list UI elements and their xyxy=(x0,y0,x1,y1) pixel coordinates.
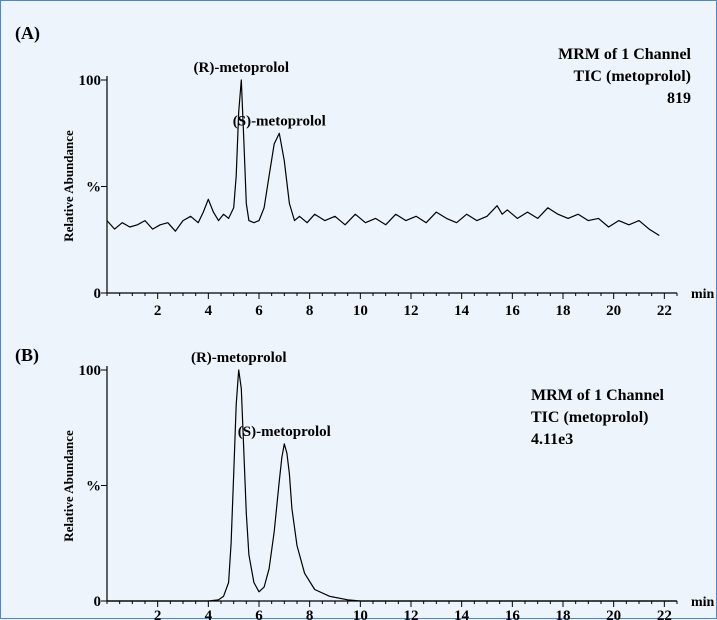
peak-label: (R)-metoprolol xyxy=(191,350,287,366)
y-tick-label: 100 xyxy=(79,73,102,89)
x-tick-label: 4 xyxy=(205,303,213,319)
x-tick-label: 8 xyxy=(306,303,314,319)
y-tick-label: % xyxy=(86,180,101,196)
x-tick-label: 4 xyxy=(205,608,213,620)
x-tick-label: 20 xyxy=(606,303,621,319)
x-tick-label: 6 xyxy=(255,303,263,319)
x-tick-label: 22 xyxy=(657,303,672,319)
x-tick-label: 12 xyxy=(404,608,419,620)
y-tick-label: 0 xyxy=(94,286,102,302)
y-tick-label: % xyxy=(86,479,101,495)
y-tick-label: 100 xyxy=(79,363,102,379)
x-tick-label: 2 xyxy=(154,303,162,319)
x-tick-label: 10 xyxy=(353,608,368,620)
chart-panel-a: (A) 0% 100 Relative Abundance 2 4 6 8 10 12 14 16 18… xyxy=(15,23,715,319)
x-tick-label: 22 xyxy=(657,608,672,620)
x-tick-label: 14 xyxy=(454,303,470,319)
peak-label: (S)-metoprolol xyxy=(233,113,326,129)
x-tick-label: 12 xyxy=(404,303,419,319)
info-line: 4.11e3 xyxy=(531,431,573,448)
peak-label: (R)-metoprolol xyxy=(194,60,290,76)
chromatogram-trace xyxy=(107,369,677,602)
chart-panel-b: (B) 0% 100 Relative Abundance 2 4 6 8 10 12 14 16 18… xyxy=(15,345,715,620)
x-tick-label: 18 xyxy=(556,303,571,319)
panel-label: (B) xyxy=(15,345,39,366)
x-tick-label: 16 xyxy=(505,303,521,319)
info-line: 819 xyxy=(667,90,691,107)
x-tick-label: 8 xyxy=(306,608,314,620)
y-axis-label: Relative Abundance xyxy=(61,130,76,242)
x-tick-label: 14 xyxy=(454,608,470,620)
info-line: MRM of 1 Channel xyxy=(558,46,691,63)
info-line: TIC (metoprolol) xyxy=(574,68,691,85)
x-tick-label: 2 xyxy=(154,608,162,620)
info-line: TIC (metoprolol) xyxy=(531,409,648,426)
x-unit-label: min xyxy=(691,595,715,610)
info-line: MRM of 1 Channel xyxy=(531,387,664,404)
x-tick-label: 20 xyxy=(606,608,621,620)
x-unit-label: min xyxy=(691,287,715,302)
y-tick-label: 0 xyxy=(94,594,102,610)
x-tick-label: 10 xyxy=(353,303,368,319)
panel-label: (A) xyxy=(15,23,40,44)
peak-label: (S)-metoprolol xyxy=(238,424,331,440)
y-axis-label: Relative Abundance xyxy=(61,430,76,542)
chromatogram-trace xyxy=(106,79,660,237)
x-tick-label: 6 xyxy=(255,608,263,620)
x-tick-label: 18 xyxy=(556,608,571,620)
x-tick-label: 16 xyxy=(505,608,521,620)
